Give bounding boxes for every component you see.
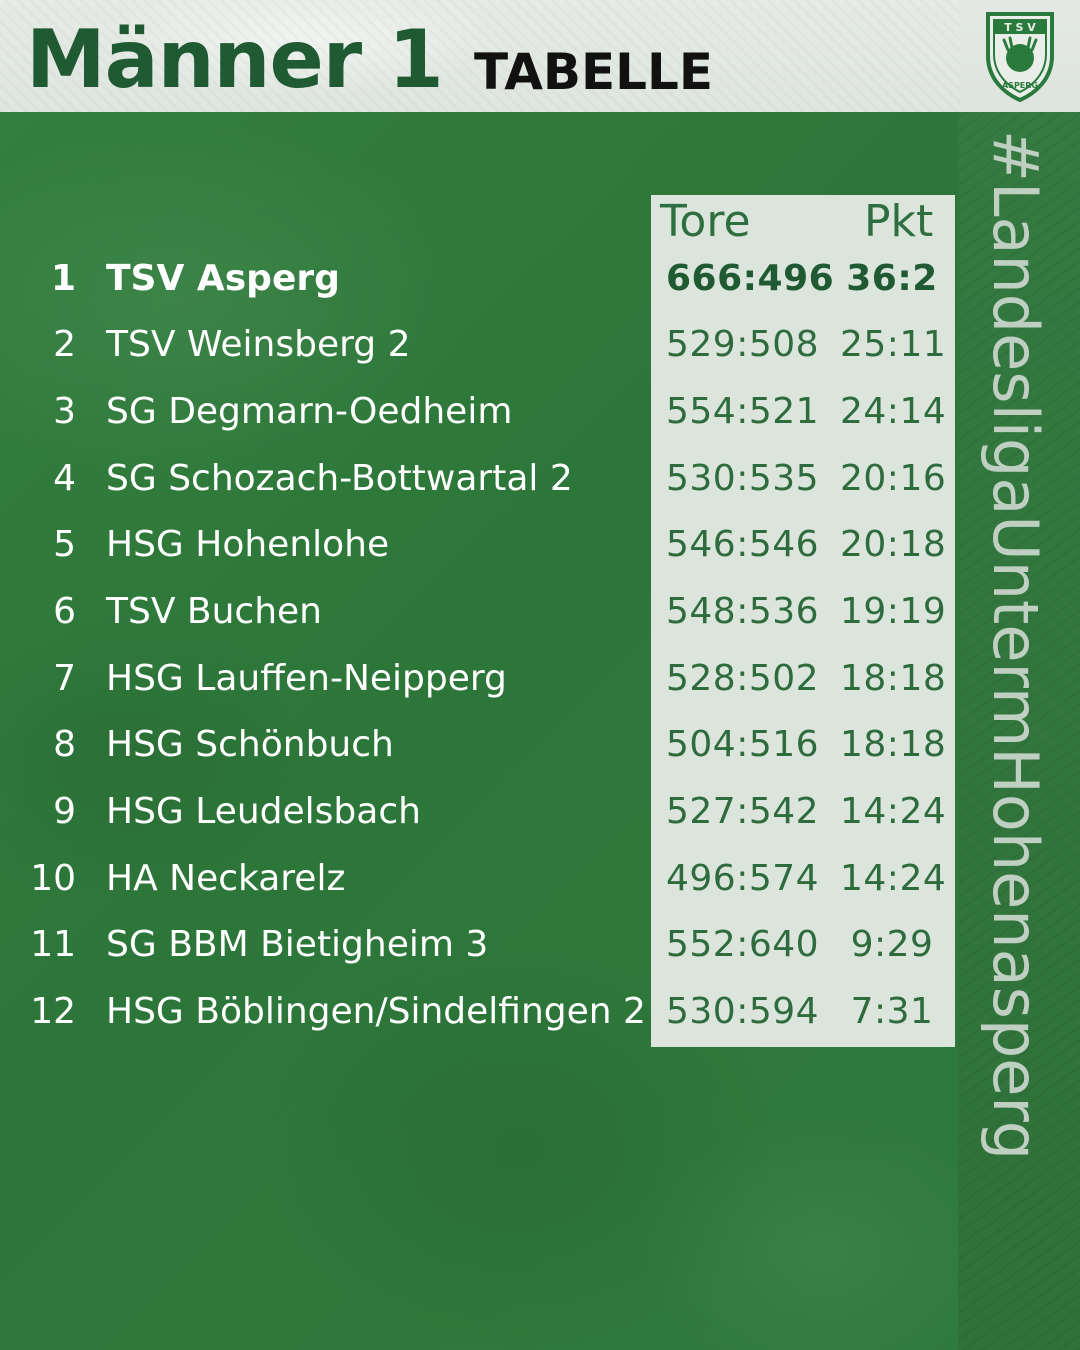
page-title: Männer 1 (26, 13, 444, 106)
rank: 10 (30, 858, 76, 899)
team-name: TSV Asperg (106, 258, 340, 299)
team-name: TSV Buchen (106, 591, 322, 632)
team-name: SG Schozach-Bottwartal 2 (106, 458, 573, 499)
team-name: TSV Weinsberg 2 (106, 324, 411, 365)
goals: 546:546 (666, 524, 820, 565)
table-row: 6 TSV Buchen 548:536 19:19 (0, 579, 960, 645)
column-header-pkt: Pkt (864, 196, 934, 247)
goals: 527:542 (666, 791, 820, 832)
goals: 530:535 (666, 458, 820, 499)
side-strip (958, 112, 1080, 1350)
goals: 666:496 (666, 258, 835, 299)
points: 36:2 (846, 258, 938, 299)
points: 14:24 (840, 791, 947, 832)
team-name: HSG Leudelsbach (106, 791, 421, 832)
table-row: 10 HA Neckarelz 496:574 14:24 (0, 846, 960, 912)
rank: 2 (53, 324, 76, 365)
team-name: SG Degmarn-Oedheim (106, 391, 513, 432)
club-logo: T S V ASPERG (960, 0, 1080, 112)
points: 18:18 (840, 724, 947, 765)
rank: 12 (30, 991, 76, 1032)
stats-panel (651, 195, 955, 1047)
points: 20:16 (840, 458, 947, 499)
table-row: 4 SG Schozach-Bottwartal 2 530:535 20:16 (0, 446, 960, 512)
rank: 3 (53, 391, 76, 432)
points: 7:31 (850, 991, 934, 1032)
points: 18:18 (840, 658, 947, 699)
club-crest-icon: T S V ASPERG (986, 12, 1054, 102)
goals: 529:508 (666, 324, 820, 365)
rank: 6 (53, 591, 76, 632)
points: 20:18 (840, 524, 947, 565)
team-name: HSG Lauffen-Neipperg (106, 658, 507, 699)
table-row: 3 SG Degmarn-Oedheim 554:521 24:14 (0, 379, 960, 445)
goals: 528:502 (666, 658, 820, 699)
table-row: 11 SG BBM Bietigheim 3 552:640 9:29 (0, 912, 960, 978)
points: 19:19 (840, 591, 947, 632)
table-row: 8 HSG Schönbuch 504:516 18:18 (0, 712, 960, 778)
rank: 5 (53, 524, 76, 565)
goals: 496:574 (666, 858, 820, 899)
rank: 9 (53, 791, 76, 832)
rank: 1 (50, 258, 76, 299)
header-band (0, 0, 960, 112)
rank: 4 (53, 458, 76, 499)
table-row: 1 TSV Asperg 666:496 36:2 (0, 246, 960, 312)
team-name: HSG Schönbuch (106, 724, 394, 765)
table-row: 7 HSG Lauffen-Neipperg 528:502 18:18 (0, 646, 960, 712)
team-name: HA Neckarelz (106, 858, 346, 899)
table-row: 5 HSG Hohenlohe 546:546 20:18 (0, 512, 960, 578)
page-subtitle: TABELLE (474, 43, 714, 101)
points: 24:14 (840, 391, 947, 432)
table-row: 2 TSV Weinsberg 2 529:508 25:11 (0, 312, 960, 378)
points: 25:11 (840, 324, 947, 365)
column-header-tore: Tore (660, 196, 751, 247)
goals: 554:521 (666, 391, 820, 432)
points: 9:29 (850, 924, 934, 965)
logo-top-text: T S V (1004, 21, 1036, 34)
goals: 504:516 (666, 724, 820, 765)
rank: 11 (30, 924, 76, 965)
team-name: HSG Böblingen/Sindelfingen 2 (106, 991, 646, 1032)
goals: 548:536 (666, 591, 820, 632)
goals: 552:640 (666, 924, 820, 965)
team-name: SG BBM Bietigheim 3 (106, 924, 489, 965)
team-name: HSG Hohenlohe (106, 524, 390, 565)
logo-bottom-text: ASPERG (1002, 81, 1038, 90)
hashtag-text: #LandesligaUntermHohenasperg (979, 130, 1052, 1161)
goals: 530:594 (666, 991, 820, 1032)
table-row: 12 HSG Böblingen/Sindelfingen 2 530:594 … (0, 979, 960, 1045)
points: 14:24 (840, 858, 947, 899)
table-row: 9 HSG Leudelsbach 527:542 14:24 (0, 779, 960, 845)
rank: 7 (53, 658, 76, 699)
rank: 8 (53, 724, 76, 765)
